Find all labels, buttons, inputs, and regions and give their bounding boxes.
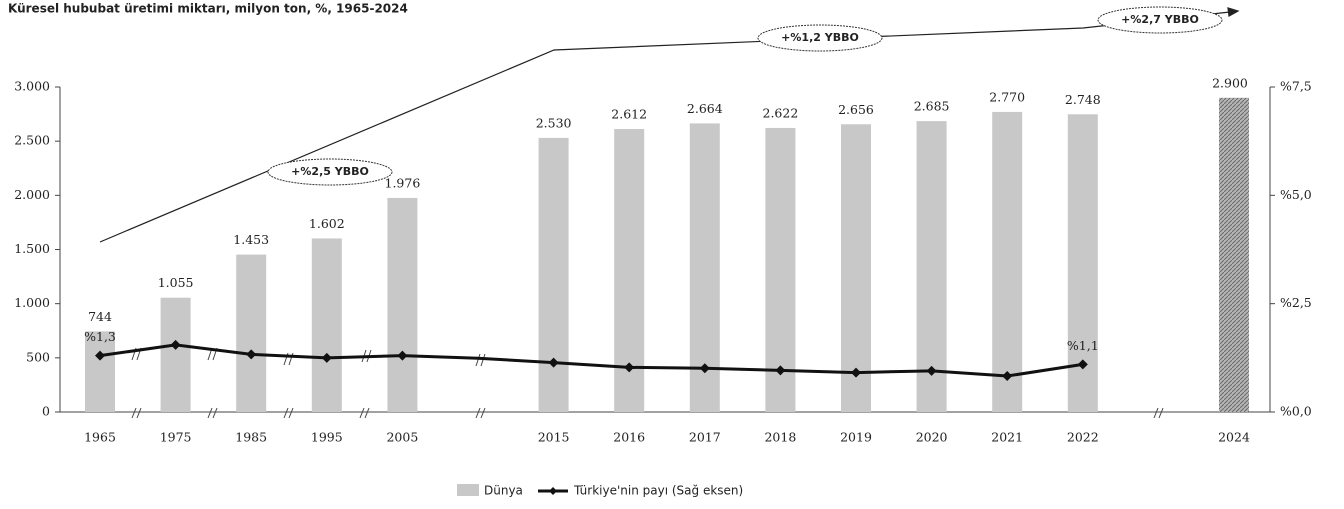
data-label: 2.664	[687, 101, 723, 116]
bar	[160, 297, 191, 412]
data-label: 2.622	[763, 105, 799, 120]
annotation: +%2,5 YBBO	[291, 165, 369, 178]
legend-label: Türkiye'nin payı (Sağ eksen)	[573, 484, 743, 498]
data-label: %1,1	[1067, 338, 1099, 353]
point	[926, 365, 937, 376]
point	[548, 357, 559, 368]
x-tick-label: 1995	[311, 430, 343, 445]
data-label: 2.656	[838, 102, 874, 117]
point	[397, 350, 408, 361]
point	[246, 349, 257, 360]
data-label: 2.770	[989, 89, 1025, 104]
bar	[916, 121, 947, 412]
data-label: 2.530	[536, 115, 572, 130]
y-tick-label: 2.000	[14, 187, 50, 202]
point	[624, 362, 635, 373]
point	[95, 350, 105, 361]
bar	[311, 238, 342, 412]
bar	[841, 124, 871, 413]
annotation-bubble	[267, 158, 393, 186]
x-tick-label: 2019	[840, 430, 872, 445]
y2-tick-label: %2,5	[1280, 295, 1312, 310]
y-tick-label: 1.000	[14, 295, 50, 310]
point	[170, 339, 181, 350]
data-label: 2.685	[914, 99, 950, 114]
data-label: 1.453	[233, 232, 269, 247]
annotation-bubble	[757, 24, 883, 52]
point	[851, 367, 861, 378]
data-label: 2.748	[1065, 92, 1101, 107]
x-tick-label: 2017	[689, 430, 721, 445]
point	[321, 352, 332, 363]
data-label: 1.602	[309, 216, 345, 231]
point	[1077, 359, 1088, 370]
y2-tick-label: %5,0	[1280, 187, 1312, 202]
y-tick-label: 0	[42, 404, 50, 419]
y2-tick-label: %0,0	[1280, 404, 1312, 419]
x-tick-label: 2018	[764, 430, 796, 445]
annotation: +%1,2 YBBO	[781, 31, 859, 44]
legend-swatch	[549, 487, 557, 495]
x-tick-label: 2005	[386, 430, 418, 445]
point	[775, 365, 786, 376]
bar	[765, 127, 796, 412]
trend-line	[99, 7, 1240, 243]
annotation-bubble	[1097, 6, 1223, 34]
data-label: 1.976	[385, 175, 421, 190]
x-tick-label: 2020	[916, 430, 948, 445]
x-tick-label: 2021	[991, 430, 1023, 445]
x-tick-label: 2022	[1067, 430, 1099, 445]
bar	[236, 254, 267, 412]
annotation: +%2,7 YBBO	[1121, 13, 1199, 26]
point	[699, 363, 710, 374]
data-label: 1.055	[158, 275, 194, 290]
x-tick-label: 2015	[538, 430, 570, 445]
data-label: %1,3	[84, 329, 116, 344]
legend-label: Dünya	[484, 484, 523, 498]
line	[99, 343, 1084, 378]
x-tick-label: 2024	[1218, 430, 1250, 445]
bar	[85, 331, 115, 412]
bar	[992, 111, 1023, 413]
x-tick-label: 1985	[235, 430, 267, 445]
data-label: 2.612	[611, 107, 647, 122]
y-tick-label: 1.500	[14, 241, 50, 256]
data-label: 744	[88, 309, 112, 324]
x-tick-label: 1975	[160, 430, 192, 445]
legend-swatch	[457, 484, 479, 496]
data-label: 2.900	[1212, 75, 1248, 90]
point	[1002, 371, 1013, 382]
x-tick-label: 2016	[613, 430, 645, 445]
y-tick-label: 500	[26, 349, 50, 364]
chart-title: Küresel hububat üretimi miktarı, milyon …	[8, 2, 408, 16]
bar	[538, 137, 569, 412]
bar	[1219, 97, 1249, 412]
y2-tick-label: %7,5	[1280, 79, 1312, 94]
y-tick-label: 2.500	[14, 133, 50, 148]
x-tick-label: 1965	[84, 430, 116, 445]
y-tick-label: 3.000	[14, 79, 50, 94]
bar	[387, 197, 418, 412]
